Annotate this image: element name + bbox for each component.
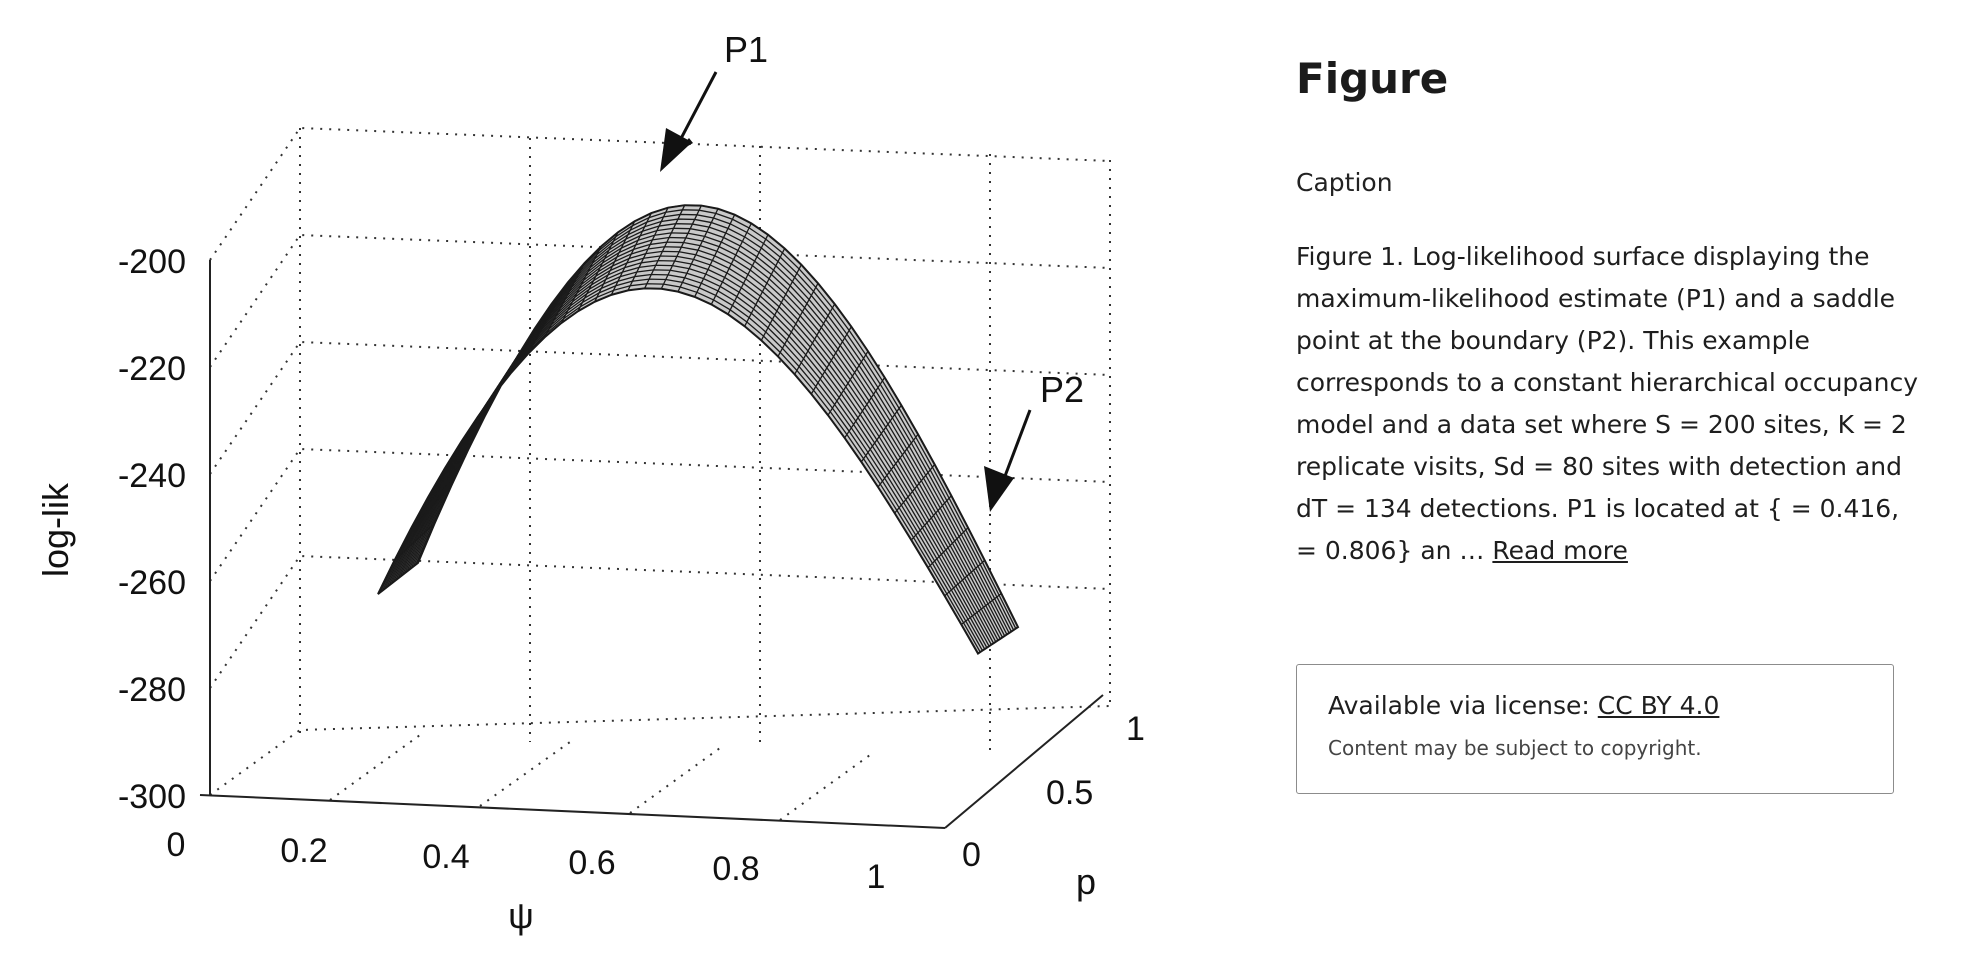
gridline [629, 747, 721, 814]
log-likelihood-surface-figure: -200 -220 -240 -260 -280 -300 0 0.2 0.4 … [35, 29, 1145, 936]
likelihood-surface [377, 204, 1020, 655]
p-tick-label: 1 [1126, 710, 1145, 748]
gridline [479, 741, 571, 807]
p-axis-line [944, 694, 1104, 829]
vertical-tick-label: -300 [118, 778, 186, 816]
psi-tick-label: 0 [167, 826, 186, 864]
figure-panel: -200 -220 -240 -260 -280 -300 0 0.2 0.4 … [35, 29, 1145, 936]
psi-axis-title: ψ [508, 895, 534, 936]
caption-label: Caption [1296, 168, 1393, 197]
license-link[interactable]: CC BY 4.0 [1597, 691, 1720, 720]
psi-tick-label: 1 [867, 858, 886, 896]
p2-arrow [984, 409, 1032, 512]
psi-tick-label: 0.2 [280, 832, 327, 870]
p1-arrow [660, 71, 718, 172]
psi-axis-line [199, 794, 946, 829]
vertical-tick-label: -260 [118, 564, 186, 602]
license-line: Available via license: CC BY 4.0 [1328, 691, 1893, 720]
psi-tick-label: 0.4 [422, 838, 469, 876]
license-prefix: Available via license: [1328, 691, 1590, 720]
vertical-tick-label: -200 [118, 243, 186, 281]
vertical-tick-label: -220 [118, 350, 186, 388]
license-box: Available via license: CC BY 4.0 Content… [1296, 664, 1894, 794]
p-tick-label: 0 [962, 836, 981, 874]
p-axis-title: p [1076, 861, 1096, 902]
p1-callout-label: P1 [724, 29, 768, 70]
caption-text: Figure 1. Log-likelihood surface display… [1296, 242, 1918, 565]
vertical-axis-title: log-lik [35, 482, 76, 577]
axes [199, 260, 1104, 829]
gridline [779, 754, 871, 821]
p-tick-label: 0.5 [1046, 774, 1093, 812]
vertical-tick-label: -240 [118, 457, 186, 495]
figure-heading: Figure [1296, 54, 1449, 103]
mesh-line [417, 204, 1019, 628]
caption-text-block: Figure 1. Log-likelihood surface display… [1296, 236, 1926, 572]
copyright-note: Content may be subject to copyright. [1328, 736, 1702, 760]
gridline [329, 734, 421, 801]
p2-callout-label: P2 [1040, 369, 1084, 410]
psi-tick-label: 0.8 [712, 850, 759, 888]
read-more-link[interactable]: Read more [1492, 536, 1628, 565]
vertical-tick-label: -280 [118, 671, 186, 709]
gridline [209, 340, 1111, 475]
psi-tick-label: 0.6 [568, 844, 615, 882]
gridline [209, 705, 1111, 796]
